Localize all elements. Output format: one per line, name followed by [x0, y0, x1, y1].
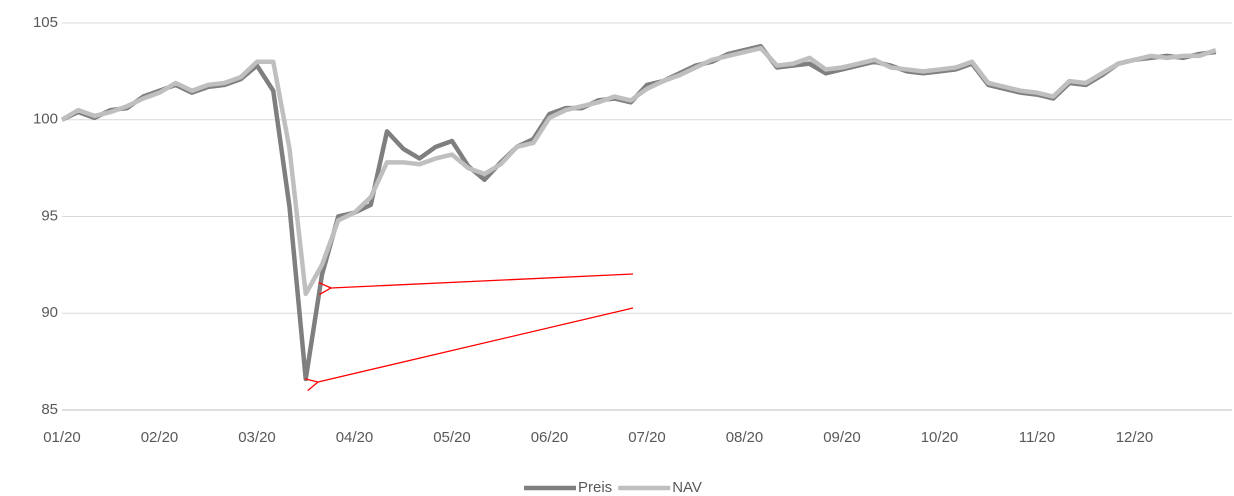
x-tick-label: 12/20: [1116, 429, 1154, 446]
annotation-arrow: [331, 273, 634, 288]
y-tick-label: 90: [41, 304, 58, 321]
legend-label: Preis: [578, 479, 612, 496]
y-tick-label: 95: [41, 207, 58, 224]
x-tick-label: 07/20: [628, 429, 666, 446]
y-tick-label: 100: [33, 111, 58, 128]
x-tick-label: 06/20: [531, 429, 569, 446]
series-line: [60, 45, 1217, 297]
y-tick-label: 105: [33, 14, 58, 31]
x-tick-label: 10/20: [921, 429, 959, 446]
x-tick-label: 03/20: [238, 429, 276, 446]
legend-label: NAV: [672, 479, 702, 496]
y-tick-label: 85: [41, 401, 58, 418]
x-tick-label: 05/20: [433, 429, 471, 446]
annotation-arrow: [318, 307, 634, 382]
x-tick-label: 02/20: [141, 429, 179, 446]
x-tick-label: 09/20: [823, 429, 861, 446]
x-tick-label: 01/20: [43, 429, 81, 446]
x-tick-label: 04/20: [336, 429, 374, 446]
x-tick-label: 08/20: [726, 429, 764, 446]
x-tick-label: 11/20: [1019, 429, 1055, 446]
plot-area: 85 90 95 100 105 01/20 02/20 03/20 04/20 05/20 06/…: [33, 14, 1232, 446]
